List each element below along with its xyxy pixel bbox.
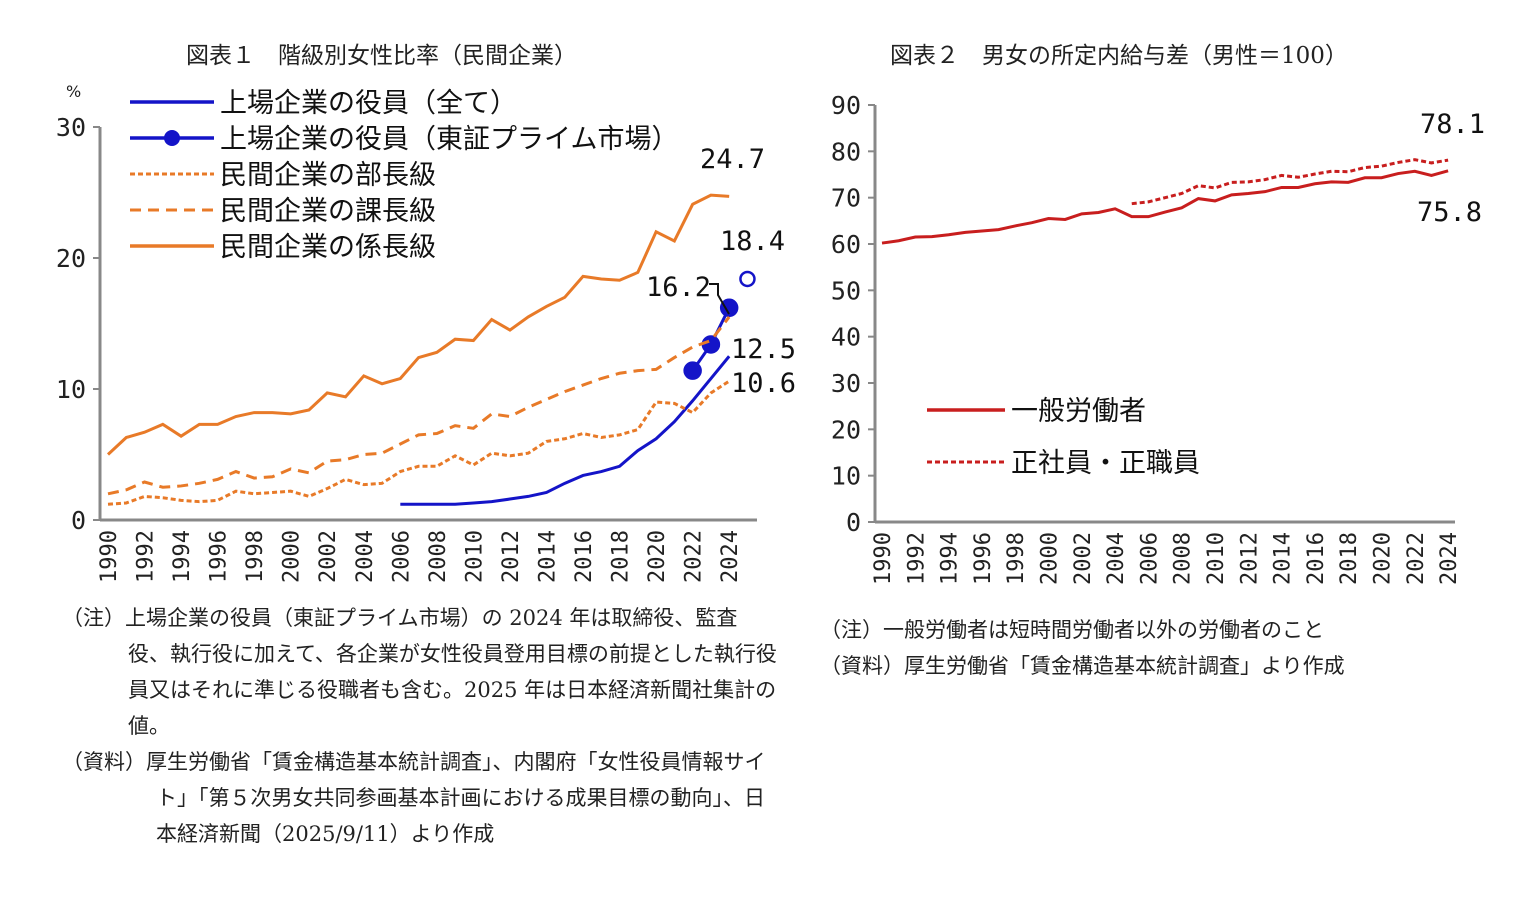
chart2-note: （注）一般労働者は短時間労働者以外の労働者のこと — [820, 618, 1324, 642]
legend-label: 上場企業の役員（全て） — [220, 88, 517, 119]
x-tick-label: 2012 — [1237, 532, 1262, 585]
x-tick-label: 1992 — [904, 532, 929, 585]
x-tick-label: 2022 — [682, 530, 707, 583]
legend-label: 民間企業の係長級 — [220, 232, 436, 263]
x-tick-label: 2000 — [280, 530, 305, 583]
x-tick-label: 1996 — [207, 530, 232, 583]
data-point — [701, 335, 721, 354]
x-tick-label: 2024 — [718, 530, 743, 583]
x-tick-label: 2014 — [1271, 532, 1296, 585]
legend-marker — [164, 130, 180, 146]
series-line-0 — [881, 169, 1449, 245]
data-label: 18.4 — [720, 226, 785, 257]
y-tick-label: 70 — [831, 184, 861, 213]
y-tick-label: 30 — [831, 369, 861, 398]
y-tick-label: 40 — [831, 323, 861, 352]
y-tick-label: 0 — [846, 508, 861, 537]
x-tick-label: 2008 — [426, 530, 451, 583]
data-point-hollow — [739, 270, 756, 288]
chart2-notes: （注）一般労働者は短時間労働者以外の労働者のこと （資料）厚生労働省「賃金構造基… — [820, 612, 1520, 684]
chart1-source: （資料）厚生労働省「賃金構造基本統計調査」、内閣府「女性役員情報サイト」「第５次… — [62, 750, 766, 846]
y-tick-label: 0 — [71, 506, 86, 535]
x-tick-label: 2014 — [535, 530, 560, 583]
x-tick-label: 2006 — [389, 530, 414, 583]
chart1-notes: （注）上場企業の役員（東証プライム市場）の 2024 年は取締役、監査役、執行役… — [62, 600, 777, 852]
y-tick-label: 20 — [831, 415, 861, 444]
x-tick-label: 2002 — [316, 530, 341, 583]
legend-label: 正社員・正職員 — [1011, 448, 1200, 479]
x-tick-label: 2020 — [645, 530, 670, 583]
x-tick-label: 1992 — [134, 530, 159, 583]
y-tick-label: 50 — [831, 276, 861, 305]
y-tick-label: 60 — [831, 230, 861, 259]
data-label: 78.1 — [1420, 109, 1485, 140]
y-tick-label: 10 — [831, 462, 861, 491]
y-tick-label: 90 — [831, 91, 861, 120]
y-axis-label: % — [66, 82, 81, 101]
data-label: 16.2 — [646, 272, 711, 303]
data-label: 10.6 — [731, 368, 796, 399]
y-tick-label: 20 — [56, 244, 86, 273]
x-tick-label: 2008 — [1171, 532, 1196, 585]
x-tick-label: 2016 — [1304, 532, 1329, 585]
x-tick-label: 1994 — [170, 530, 195, 583]
y-tick-label: 10 — [56, 375, 86, 404]
data-point — [683, 361, 702, 380]
legend-label: 上場企業の役員（東証プライム市場） — [220, 124, 678, 155]
x-tick-label: 2012 — [499, 530, 524, 583]
chart1-title: 図表１ 階級別女性比率（民間企業） — [186, 43, 577, 69]
chart2-source: （資料）厚生労働省「賃金構造基本統計調査」より作成 — [820, 654, 1345, 678]
y-tick-label: 30 — [56, 113, 86, 142]
chart2-title: 図表２ 男女の所定内給与差（男性＝100） — [890, 43, 1348, 69]
x-tick-label: 2006 — [1137, 532, 1162, 585]
x-tick-label: 2018 — [609, 530, 634, 583]
x-tick-label: 2010 — [1204, 532, 1229, 585]
series-line-3 — [107, 316, 731, 496]
x-tick-label: 2018 — [1337, 532, 1362, 585]
x-tick-label: 1990 — [97, 530, 122, 583]
x-tick-label: 1994 — [938, 532, 963, 585]
data-label: 12.5 — [731, 334, 796, 365]
x-tick-label: 2016 — [572, 530, 597, 583]
x-tick-label: 2004 — [1104, 532, 1129, 585]
leader-line — [709, 283, 730, 315]
data-label: 24.7 — [700, 144, 765, 175]
y-tick-label: 80 — [831, 137, 861, 166]
data-label: 75.8 — [1417, 197, 1482, 228]
series-line-1 — [1131, 158, 1449, 206]
x-tick-label: 1996 — [971, 532, 996, 585]
legend-label: 民間企業の課長級 — [220, 196, 436, 227]
x-tick-label: 2010 — [462, 530, 487, 583]
x-tick-label: 2022 — [1404, 532, 1429, 585]
legend-label: 一般労働者 — [1011, 396, 1146, 427]
x-tick-label: 2000 — [1038, 532, 1063, 585]
x-tick-label: 1990 — [871, 532, 896, 585]
x-tick-label: 2024 — [1437, 532, 1462, 585]
data-point — [719, 298, 739, 318]
series-line-4 — [106, 193, 730, 456]
x-tick-label: 2020 — [1371, 532, 1396, 585]
legend-label: 民間企業の部長級 — [220, 160, 436, 191]
series-line-2 — [107, 379, 730, 506]
series-line-0 — [400, 355, 731, 506]
x-tick-label: 1998 — [243, 530, 268, 583]
x-tick-label: 2002 — [1071, 532, 1096, 585]
chart1-note: （注）上場企業の役員（東証プライム市場）の 2024 年は取締役、監査役、執行役… — [62, 606, 777, 738]
x-tick-label: 2004 — [353, 530, 378, 583]
x-tick-label: 1998 — [1004, 532, 1029, 585]
